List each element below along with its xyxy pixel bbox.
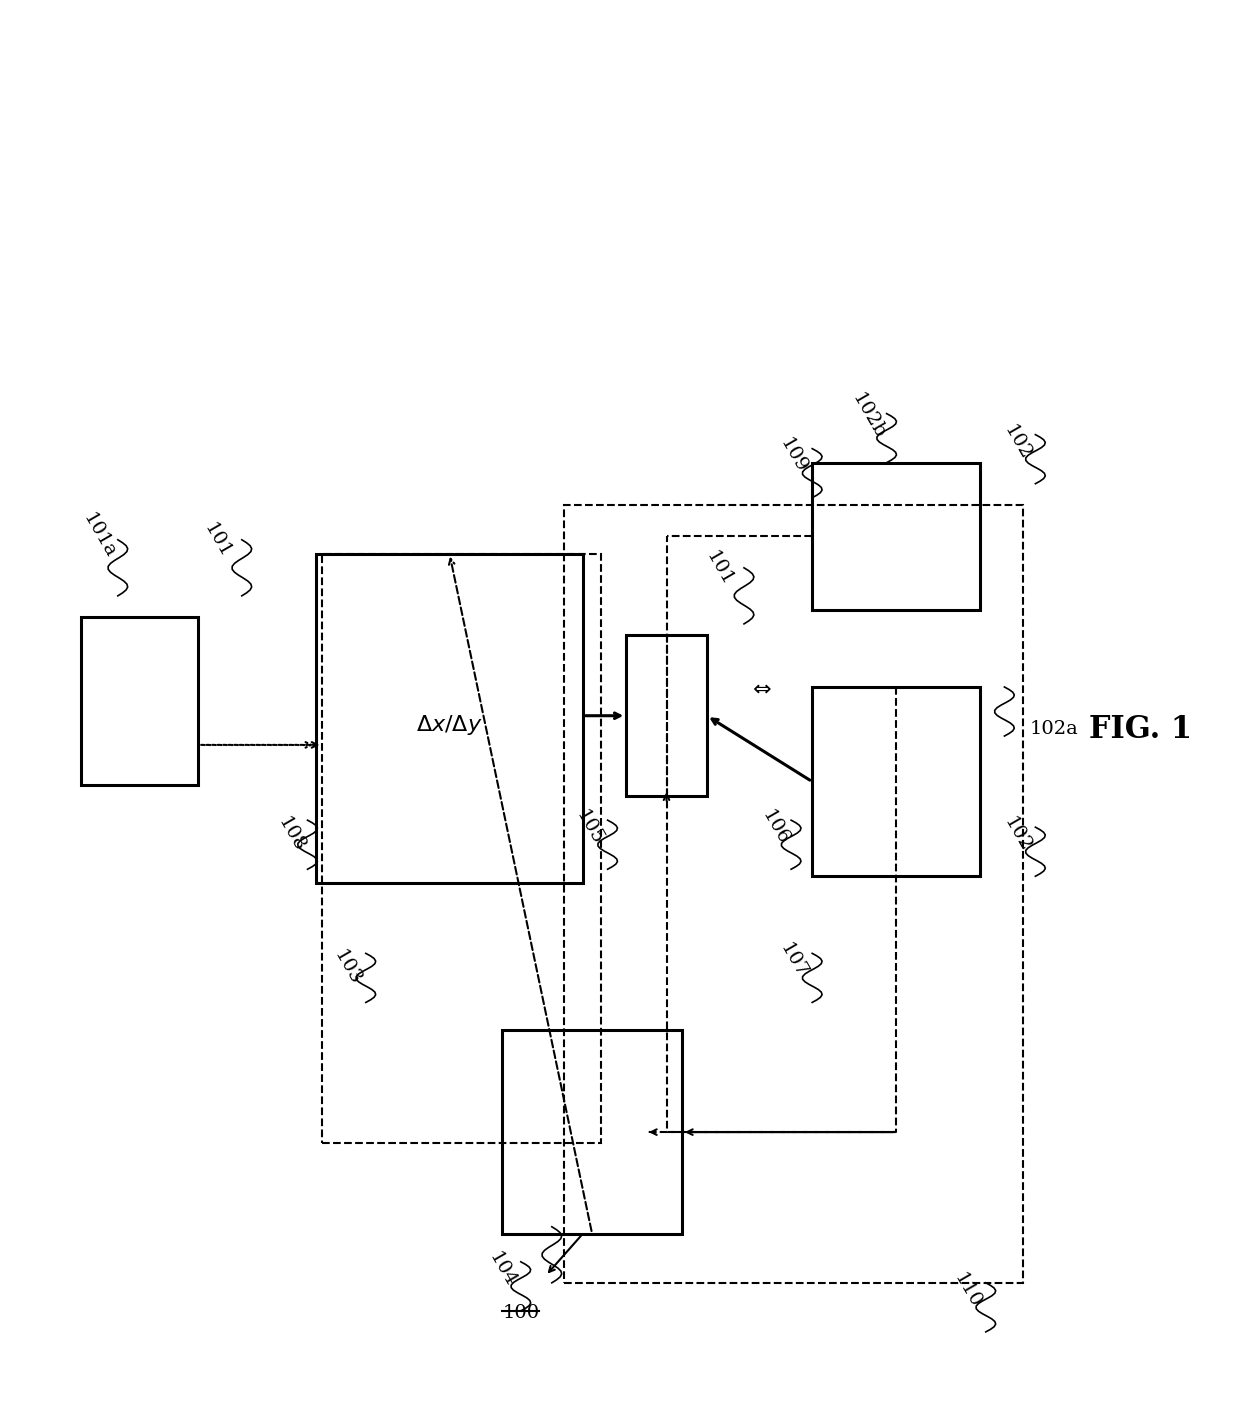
Text: $\Delta x/\Delta y$: $\Delta x/\Delta y$ (417, 714, 482, 737)
FancyBboxPatch shape (81, 617, 198, 785)
Text: 102: 102 (999, 422, 1034, 463)
FancyBboxPatch shape (812, 463, 980, 610)
Text: 110: 110 (950, 1270, 985, 1311)
Text: 100: 100 (502, 1304, 539, 1322)
Text: $\Leftrightarrow$: $\Leftrightarrow$ (748, 679, 771, 700)
Text: 105: 105 (572, 808, 606, 848)
FancyBboxPatch shape (812, 687, 980, 876)
FancyBboxPatch shape (502, 1030, 682, 1234)
Text: 103: 103 (330, 948, 365, 988)
FancyBboxPatch shape (626, 635, 707, 796)
Text: 101a: 101a (79, 509, 119, 561)
Text: FIG. 1: FIG. 1 (1089, 714, 1193, 744)
Text: 102: 102 (999, 815, 1034, 855)
Text: 106: 106 (758, 808, 792, 848)
Text: 102a: 102a (1029, 721, 1078, 737)
Text: 107: 107 (776, 941, 811, 981)
Text: 102b: 102b (848, 390, 888, 442)
Text: 101: 101 (702, 548, 737, 589)
Text: 104: 104 (485, 1249, 520, 1290)
Text: 109: 109 (776, 436, 811, 477)
FancyBboxPatch shape (316, 554, 583, 883)
Text: 108: 108 (274, 815, 309, 855)
Text: 101: 101 (200, 520, 234, 561)
